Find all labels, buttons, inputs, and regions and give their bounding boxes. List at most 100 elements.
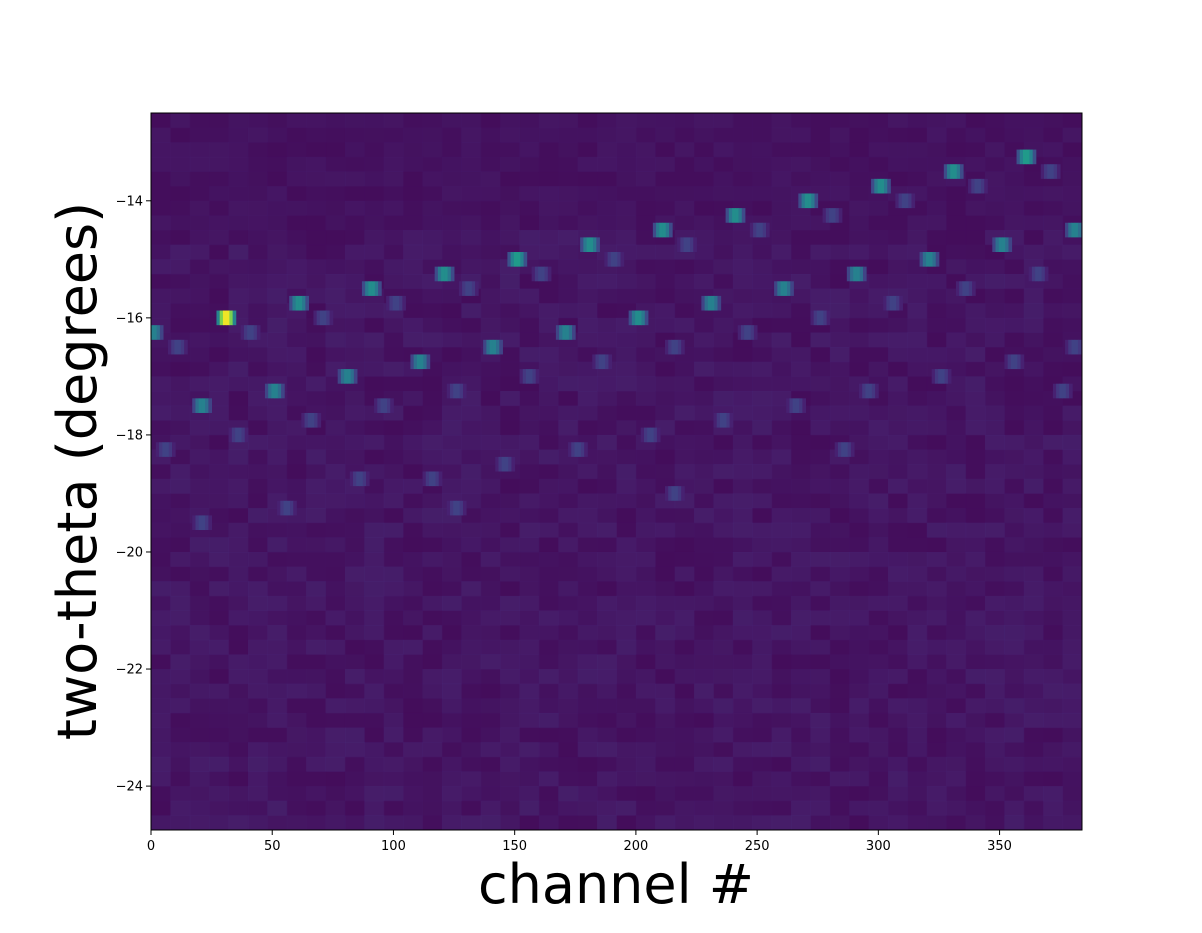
background-cell [926,303,947,319]
background-cell [383,581,404,597]
background-cell [383,361,404,377]
background-cell [286,478,307,494]
background-cell [771,669,792,685]
background-cell [674,771,695,787]
background-cell [732,800,753,816]
background-cell [558,186,579,202]
background-cell [480,288,501,304]
background-cell [170,654,191,670]
faint-peak-cell [1065,339,1069,355]
background-cell [1062,595,1082,612]
background-cell [1062,449,1082,465]
background-cell [480,786,501,802]
faint-peak-cell [290,500,294,516]
faint-peak-cell [749,222,754,238]
background-cell [325,391,346,407]
background-cell [151,142,171,158]
background-cell [907,288,928,304]
background-cell [441,727,462,743]
background-cell [325,654,346,670]
background-cell [306,683,327,699]
background-cell [422,537,443,553]
background-cell [752,654,773,670]
faint-peak-cell [256,325,261,340]
bright-peak-cell [783,281,788,296]
bright-peak-cell [774,281,778,296]
bright-peak-cell [450,266,455,282]
background-cell [500,317,521,333]
background-cell [228,669,249,685]
background-cell [965,449,986,465]
background-cell [189,171,210,187]
background-cell [791,508,811,524]
background-cell [519,683,540,699]
bright-peak-cell [652,222,657,238]
background-cell [732,522,753,538]
background-cell [985,625,1005,641]
background-cell [694,405,714,421]
background-cell [946,420,967,436]
faint-peak-cell [198,515,203,531]
background-cell [228,610,249,626]
background-cell [538,464,559,480]
background-cell [616,815,637,830]
background-cell [868,113,889,129]
background-cell [364,244,385,260]
background-cell [306,200,327,216]
bright-peak-cell [1016,149,1021,165]
y-axis-ticks: −14−16−18−20−22−24 [116,194,151,795]
background-cell [674,698,695,714]
background-cell [713,698,734,714]
background-cell [752,376,773,392]
bright-peak-cell [735,208,739,223]
background-cell [597,156,617,173]
background-cell [267,727,288,743]
bright-peak-cell [226,310,230,326]
background-cell [247,127,268,143]
background-cell [267,434,288,451]
faint-peak-cell [174,339,179,355]
background-cell [752,610,773,626]
background-cell [1023,317,1044,333]
background-cell [635,639,656,655]
faint-peak-cell [607,252,612,267]
background-cell [170,215,191,231]
background-cell [441,303,462,319]
background-cell [247,434,268,451]
background-cell [306,639,327,655]
background-cell [694,815,714,830]
background-cell [364,434,385,451]
faint-peak-cell [247,325,251,340]
background-cell [461,186,482,202]
faint-peak-cell [456,500,461,516]
background-cell [422,244,443,260]
background-cell [810,800,831,816]
background-cell [849,566,870,582]
bright-peak [216,310,237,326]
background-cell [247,625,268,641]
background-cell [810,595,831,612]
background-cell [170,595,191,612]
background-cell [519,625,540,641]
bright-peak-cell [798,193,802,209]
faint-peak [883,295,903,311]
background-cell [286,581,307,597]
background-cell [267,142,288,158]
background-cell [791,742,811,758]
background-cell [810,332,831,348]
bright-peak-cell [631,310,636,326]
background-cell [306,712,327,729]
background-cell [674,405,695,421]
background-cell [1004,288,1025,304]
faint-peak-cell [1035,266,1039,282]
background-cell [577,566,598,582]
background-cell [1062,361,1082,377]
faint-peak-cell [1031,266,1036,282]
background-cell [829,493,850,509]
background-cell [461,347,482,363]
background-cell [267,230,288,246]
background-cell [791,259,811,275]
background-cell [1004,449,1025,465]
background-cell [713,683,734,699]
background-cell [519,186,540,202]
